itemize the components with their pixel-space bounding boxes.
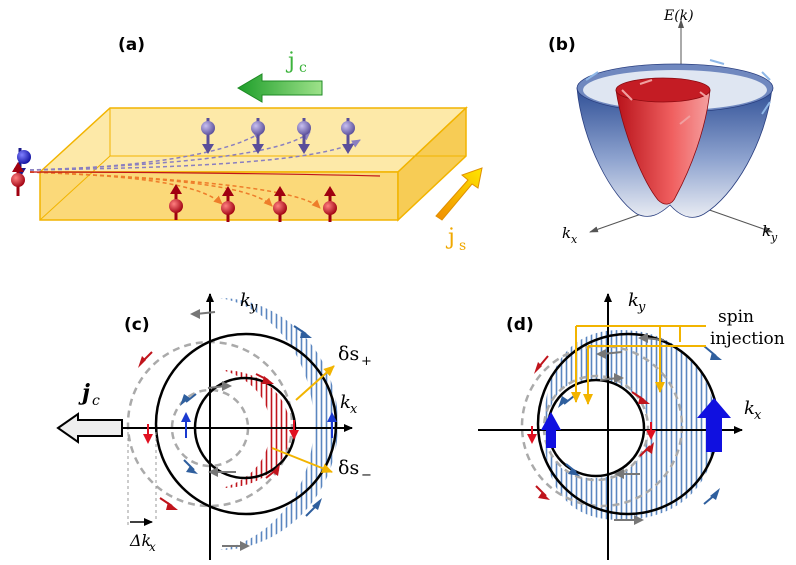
svg-text:x: x	[149, 540, 156, 554]
js-sub: s	[459, 238, 466, 254]
svg-text:j: j	[78, 380, 90, 406]
spin-texture-arrows	[527, 333, 722, 525]
electron-up	[273, 186, 287, 222]
svg-text:δs: δs	[338, 343, 359, 365]
svg-text:+: +	[361, 354, 372, 369]
panel-a-label: (a)	[118, 35, 145, 55]
svg-text:k: k	[562, 224, 571, 242]
svg-text:k: k	[340, 392, 351, 413]
spin-texture-arrows	[138, 309, 337, 551]
panel-b: (b) E(k) k x k	[548, 8, 778, 246]
svg-text:spin: spin	[718, 307, 754, 327]
panel-b-label: (b)	[548, 35, 576, 55]
ds-minus-pointer	[271, 447, 333, 473]
svg-text:k: k	[240, 290, 251, 311]
spin-down-electrons	[201, 118, 355, 154]
jc-label: j	[285, 49, 295, 74]
spin-current-arrow: j s	[435, 167, 483, 254]
dkx-label: Δk x	[129, 531, 156, 554]
ky-label: k y	[628, 290, 646, 315]
charge-current-arrow: j c	[237, 49, 323, 103]
inner-circle	[546, 378, 646, 478]
kx-label: k x	[744, 398, 762, 423]
kx-label: k x	[340, 392, 358, 417]
svg-text:δs: δs	[338, 457, 359, 479]
jc-sub: c	[299, 60, 307, 76]
inner-shift-region	[222, 370, 290, 488]
electron-trajectories	[29, 131, 381, 209]
injected-spin-arrows	[541, 398, 731, 452]
axis-kx-label: k x	[562, 224, 578, 246]
ds-plus-pointer	[295, 365, 335, 401]
svg-text:−: −	[361, 468, 372, 483]
ky-label: k y	[240, 290, 258, 315]
electron-up	[323, 186, 337, 222]
axis-e-label: E(k)	[663, 8, 694, 24]
electron-down	[201, 118, 215, 154]
spin-injection-pointers	[571, 325, 706, 405]
panel-c-label: (c)	[124, 315, 150, 335]
charge-current-arrow	[56, 412, 123, 444]
svg-text:y: y	[249, 300, 258, 315]
spin-injection-label: spin injection	[710, 307, 785, 349]
svg-text:Δk: Δk	[129, 531, 151, 550]
electron-down	[341, 118, 355, 154]
inner-band-rim	[615, 77, 711, 103]
electron-up	[169, 184, 183, 220]
panel-d-label: (d)	[506, 315, 534, 335]
panel-c: (c)	[56, 290, 372, 560]
jc-label: j c	[78, 380, 100, 409]
slab	[38, 106, 468, 222]
inner-circle-equilibrium	[542, 374, 650, 482]
injected-electrons	[11, 148, 31, 196]
svg-text:x: x	[754, 408, 762, 423]
outer-circle-shifted	[154, 332, 338, 516]
svg-text:x: x	[571, 233, 578, 246]
electron-down	[297, 118, 311, 154]
panel-d: (d)	[478, 290, 785, 560]
electron-up	[221, 186, 235, 222]
electron-down	[251, 118, 265, 154]
svg-text:injection: injection	[710, 329, 785, 349]
svg-text:E(k): E(k)	[663, 8, 694, 24]
svg-text:y: y	[770, 231, 778, 244]
svg-text:k: k	[762, 222, 771, 240]
svg-text:c: c	[92, 393, 100, 409]
ds-minus-label: δs −	[338, 457, 372, 483]
svg-text:k: k	[744, 398, 755, 419]
axis-ky-label: k y	[762, 222, 778, 244]
band-spin-arrows	[585, 59, 771, 125]
svg-text:k: k	[628, 290, 639, 311]
outer-shift-region	[220, 298, 338, 550]
svg-text:x: x	[350, 402, 358, 417]
ds-plus-label: δs +	[338, 343, 372, 369]
svg-text:y: y	[637, 300, 646, 315]
spin-up-electrons	[169, 184, 337, 222]
js-label: j	[445, 225, 455, 250]
panel-a: (a) j c j s	[11, 35, 483, 254]
